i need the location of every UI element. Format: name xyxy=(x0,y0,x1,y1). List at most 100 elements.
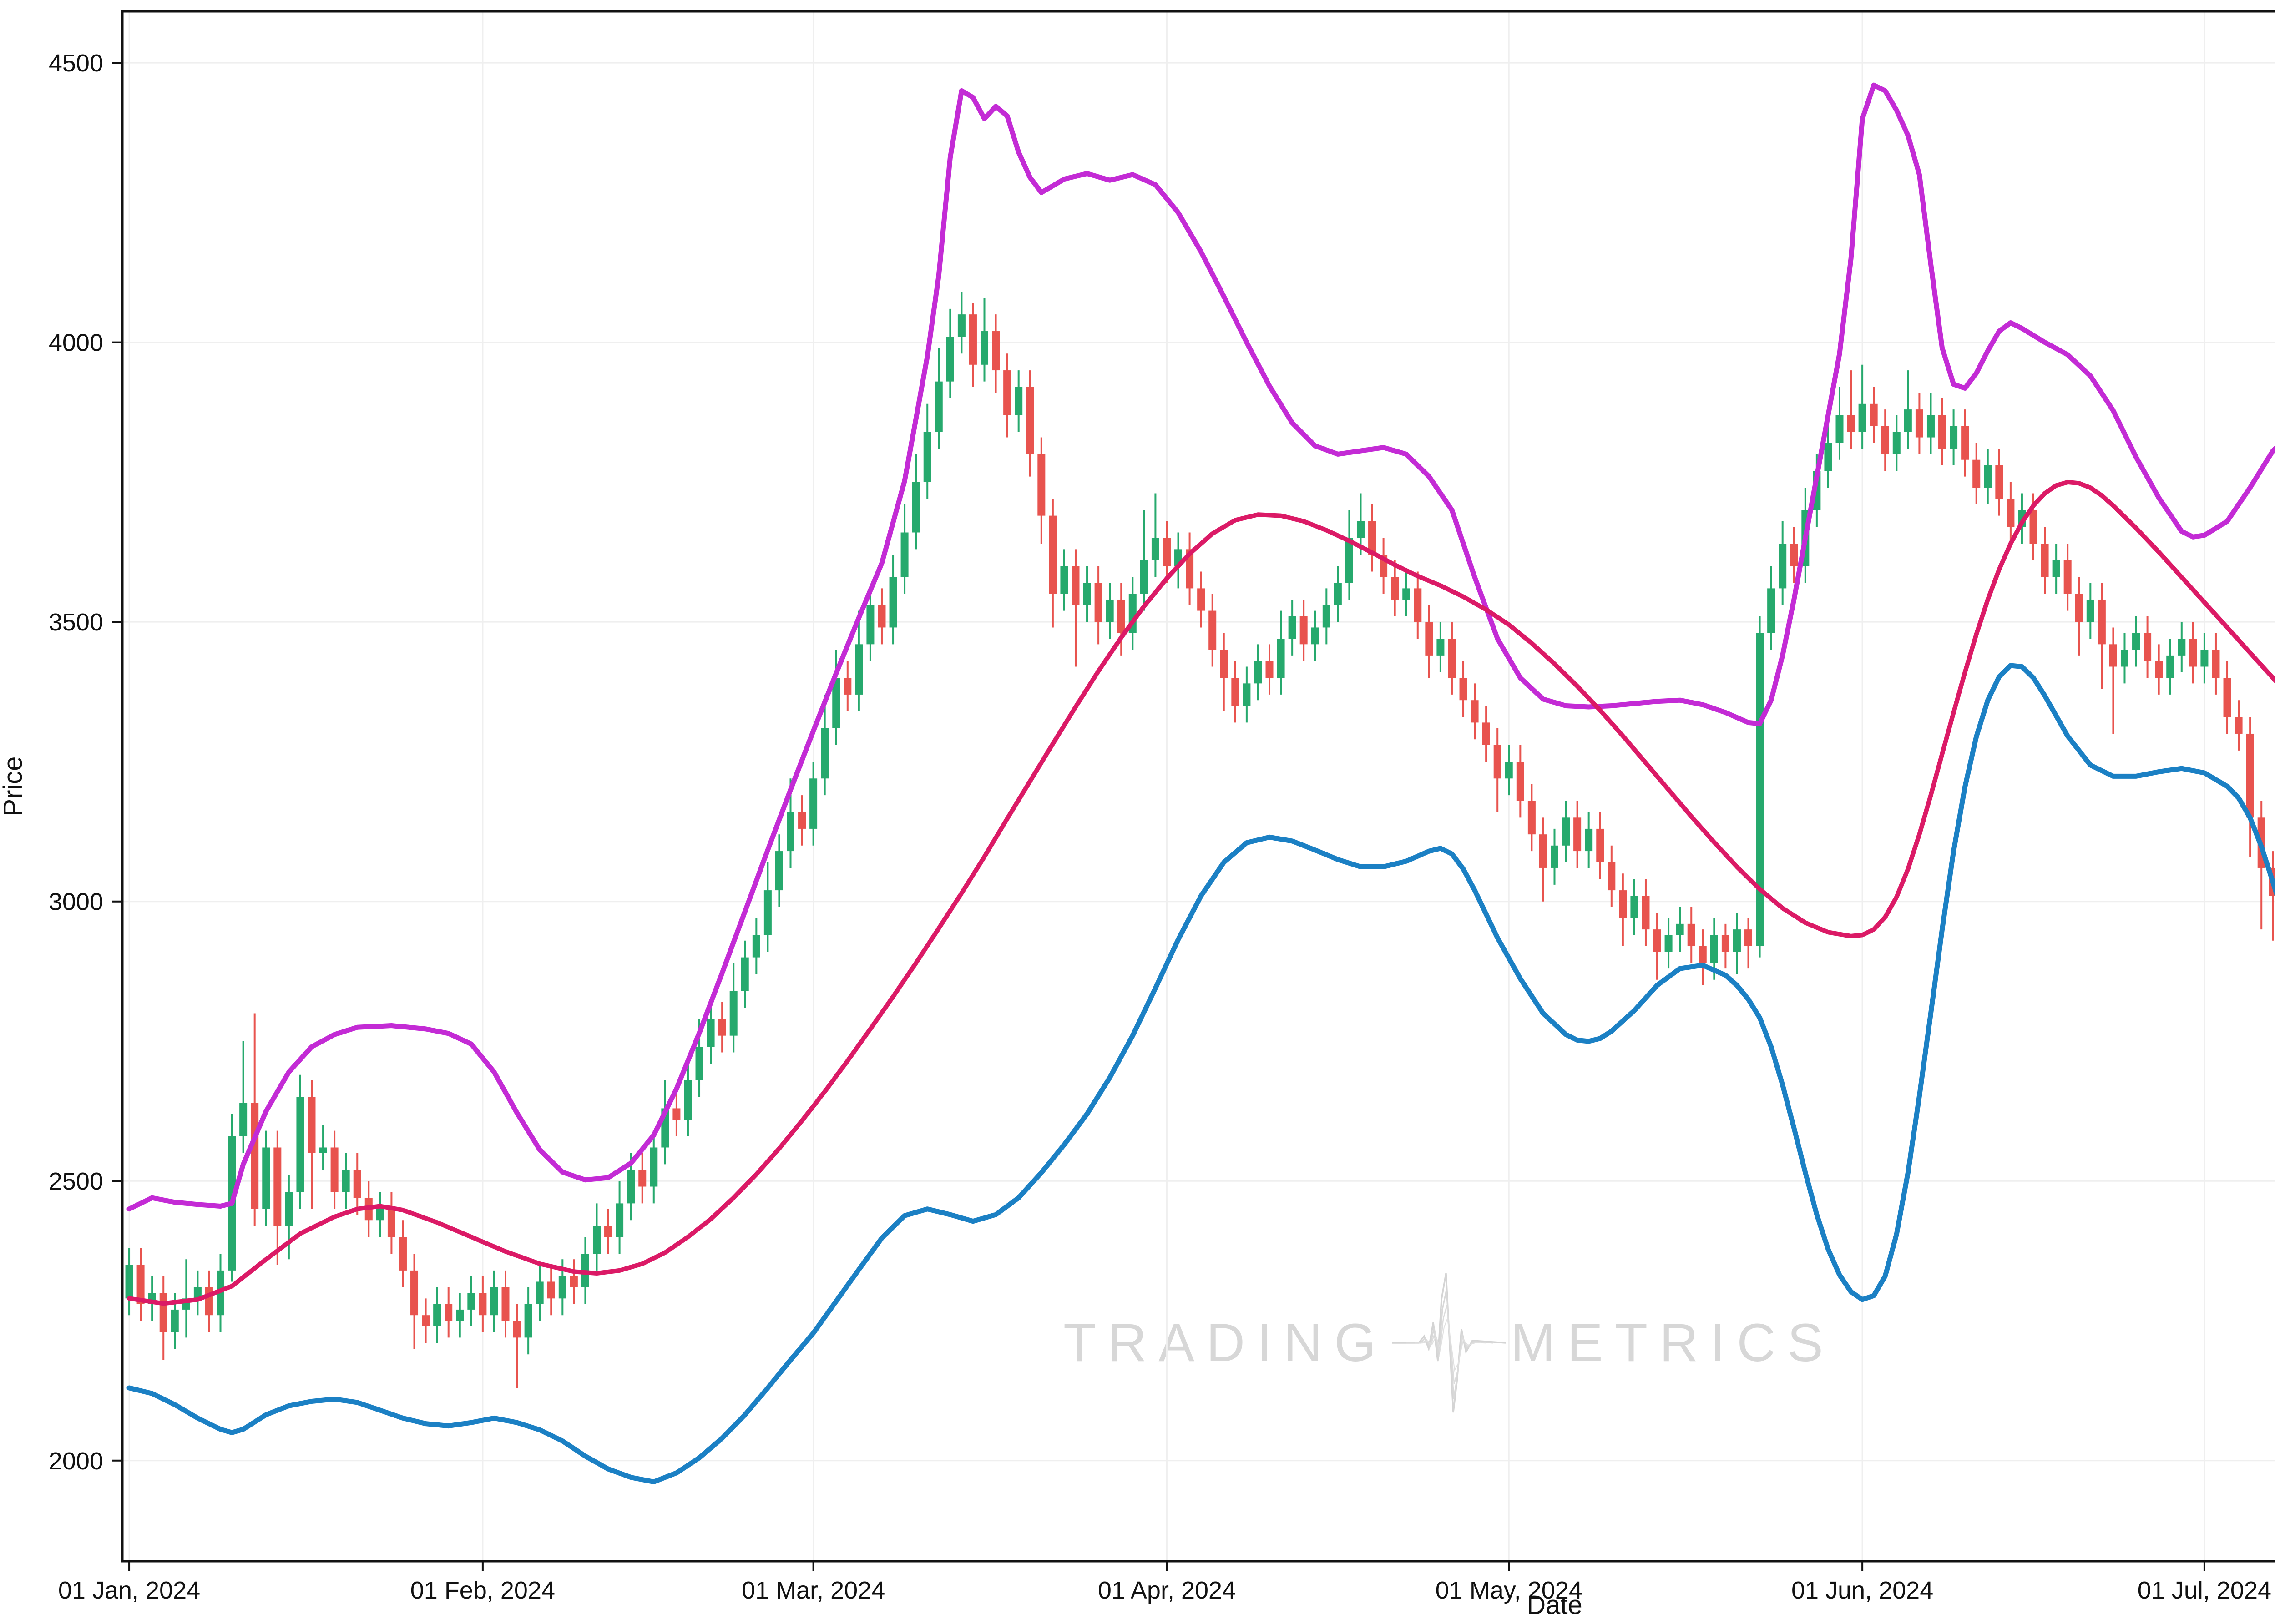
candle-up xyxy=(809,762,818,846)
candle-up xyxy=(1926,393,1935,454)
candle-down xyxy=(205,1270,213,1332)
candle-up xyxy=(467,1276,475,1326)
candle-up xyxy=(342,1153,350,1209)
candle-down xyxy=(2063,544,2072,611)
candle-down xyxy=(330,1130,339,1209)
candle-down xyxy=(1299,599,1308,661)
x-tick-label: 01 Jan, 2024 xyxy=(58,1577,200,1604)
candle-down xyxy=(2007,482,2015,544)
candle-up xyxy=(1083,566,1091,622)
candle-up xyxy=(866,588,875,661)
candle-up xyxy=(1345,510,1353,600)
candle-down xyxy=(798,795,806,846)
candle-down xyxy=(2109,627,2117,734)
candle-down xyxy=(547,1265,555,1316)
candle-down xyxy=(479,1276,487,1332)
candle-down xyxy=(353,1153,361,1215)
candle-up xyxy=(1767,566,1775,650)
candle-down xyxy=(2075,577,2083,656)
candle-up xyxy=(376,1192,384,1237)
candle-up xyxy=(1505,745,1513,796)
candle-down xyxy=(1721,923,1729,969)
lower-band-line xyxy=(126,663,2275,1484)
x-tick-label: 01 Jun, 2024 xyxy=(1791,1577,1933,1604)
candle-down xyxy=(1790,527,1798,583)
candle-up xyxy=(1311,610,1319,661)
candle-up xyxy=(912,454,920,550)
candle-down xyxy=(718,1002,726,1053)
candle-down xyxy=(2041,527,2049,594)
candle-up xyxy=(1892,415,1901,471)
candle-down xyxy=(1448,622,1456,695)
candle-down xyxy=(1368,504,1376,572)
candle-down xyxy=(445,1287,453,1338)
candle-up xyxy=(1128,577,1137,650)
candle-up xyxy=(285,1175,293,1260)
candle-down xyxy=(1493,728,1502,812)
candle-down xyxy=(273,1130,282,1265)
candle-down xyxy=(1608,845,1616,907)
candle-up xyxy=(1106,583,1114,639)
candle-down xyxy=(604,1209,612,1254)
candlesticks xyxy=(125,292,2275,1388)
candle-up xyxy=(981,298,989,382)
y-axis: 2000 2500 3000 3500 4000 4500 xyxy=(49,50,122,1475)
candle-down xyxy=(2189,622,2197,684)
candle-down xyxy=(1037,437,1046,544)
candle-up xyxy=(763,862,772,952)
candle-up xyxy=(1015,370,1023,432)
candle-up xyxy=(729,963,738,1053)
candle-down xyxy=(2246,717,2254,857)
candle-down xyxy=(1425,605,1433,678)
y-tick-label: 4500 xyxy=(49,50,103,77)
y-axis-title: Price xyxy=(0,756,28,816)
candle-down xyxy=(1220,633,1228,711)
candle-up xyxy=(741,940,749,1008)
candle-up xyxy=(2132,616,2140,667)
candle-down xyxy=(2155,644,2163,695)
candle-up xyxy=(1756,616,1764,958)
candle-up xyxy=(855,610,863,711)
candle-down xyxy=(1094,566,1102,645)
candle-up xyxy=(889,555,897,645)
candle-up xyxy=(1402,571,1410,616)
candle-up xyxy=(1322,588,1330,645)
candle-down xyxy=(410,1254,419,1349)
candle-up xyxy=(125,1248,133,1316)
candle-down xyxy=(992,314,1000,393)
candle-up xyxy=(1277,610,1285,695)
candle-up xyxy=(2052,544,2060,594)
candle-up xyxy=(490,1270,498,1332)
candle-up xyxy=(1585,812,1593,868)
candle-up xyxy=(536,1265,544,1321)
candle-up xyxy=(239,1041,248,1153)
candle-down xyxy=(399,1220,407,1287)
candle-up xyxy=(1060,549,1068,611)
x-axis-title: Date xyxy=(1527,1590,1582,1620)
candle-up xyxy=(1151,493,1159,577)
candle-up xyxy=(2166,639,2174,695)
candle-up xyxy=(1824,420,1832,488)
x-axis: 01 Jan, 2024 01 Feb, 2024 01 Mar, 2024 01 A… xyxy=(58,1561,2271,1604)
candle-down xyxy=(844,661,852,711)
candle-up xyxy=(2086,583,2094,639)
y-tick-label: 3000 xyxy=(49,888,103,916)
candle-down xyxy=(1380,538,1388,594)
x-tick-label: 01 Mar, 2024 xyxy=(742,1577,885,1604)
candle-down xyxy=(1527,784,1536,852)
candle-up xyxy=(935,348,943,449)
x-tick-label: 01 Jul, 2024 xyxy=(2138,1577,2271,1604)
candle-down xyxy=(1391,560,1399,616)
candle-up xyxy=(193,1270,202,1316)
candle-down xyxy=(2144,616,2152,678)
candle-up xyxy=(1288,599,1296,656)
candle-down xyxy=(1961,409,1969,477)
candle-up xyxy=(296,1074,304,1209)
y-tick-label: 2000 xyxy=(49,1447,103,1475)
candle-up xyxy=(1562,801,1570,862)
watermark: TRADING METRICS xyxy=(1063,1268,1835,1418)
candle-down xyxy=(136,1248,145,1321)
candle-down xyxy=(1938,398,1946,466)
candle-down xyxy=(2223,661,2231,734)
